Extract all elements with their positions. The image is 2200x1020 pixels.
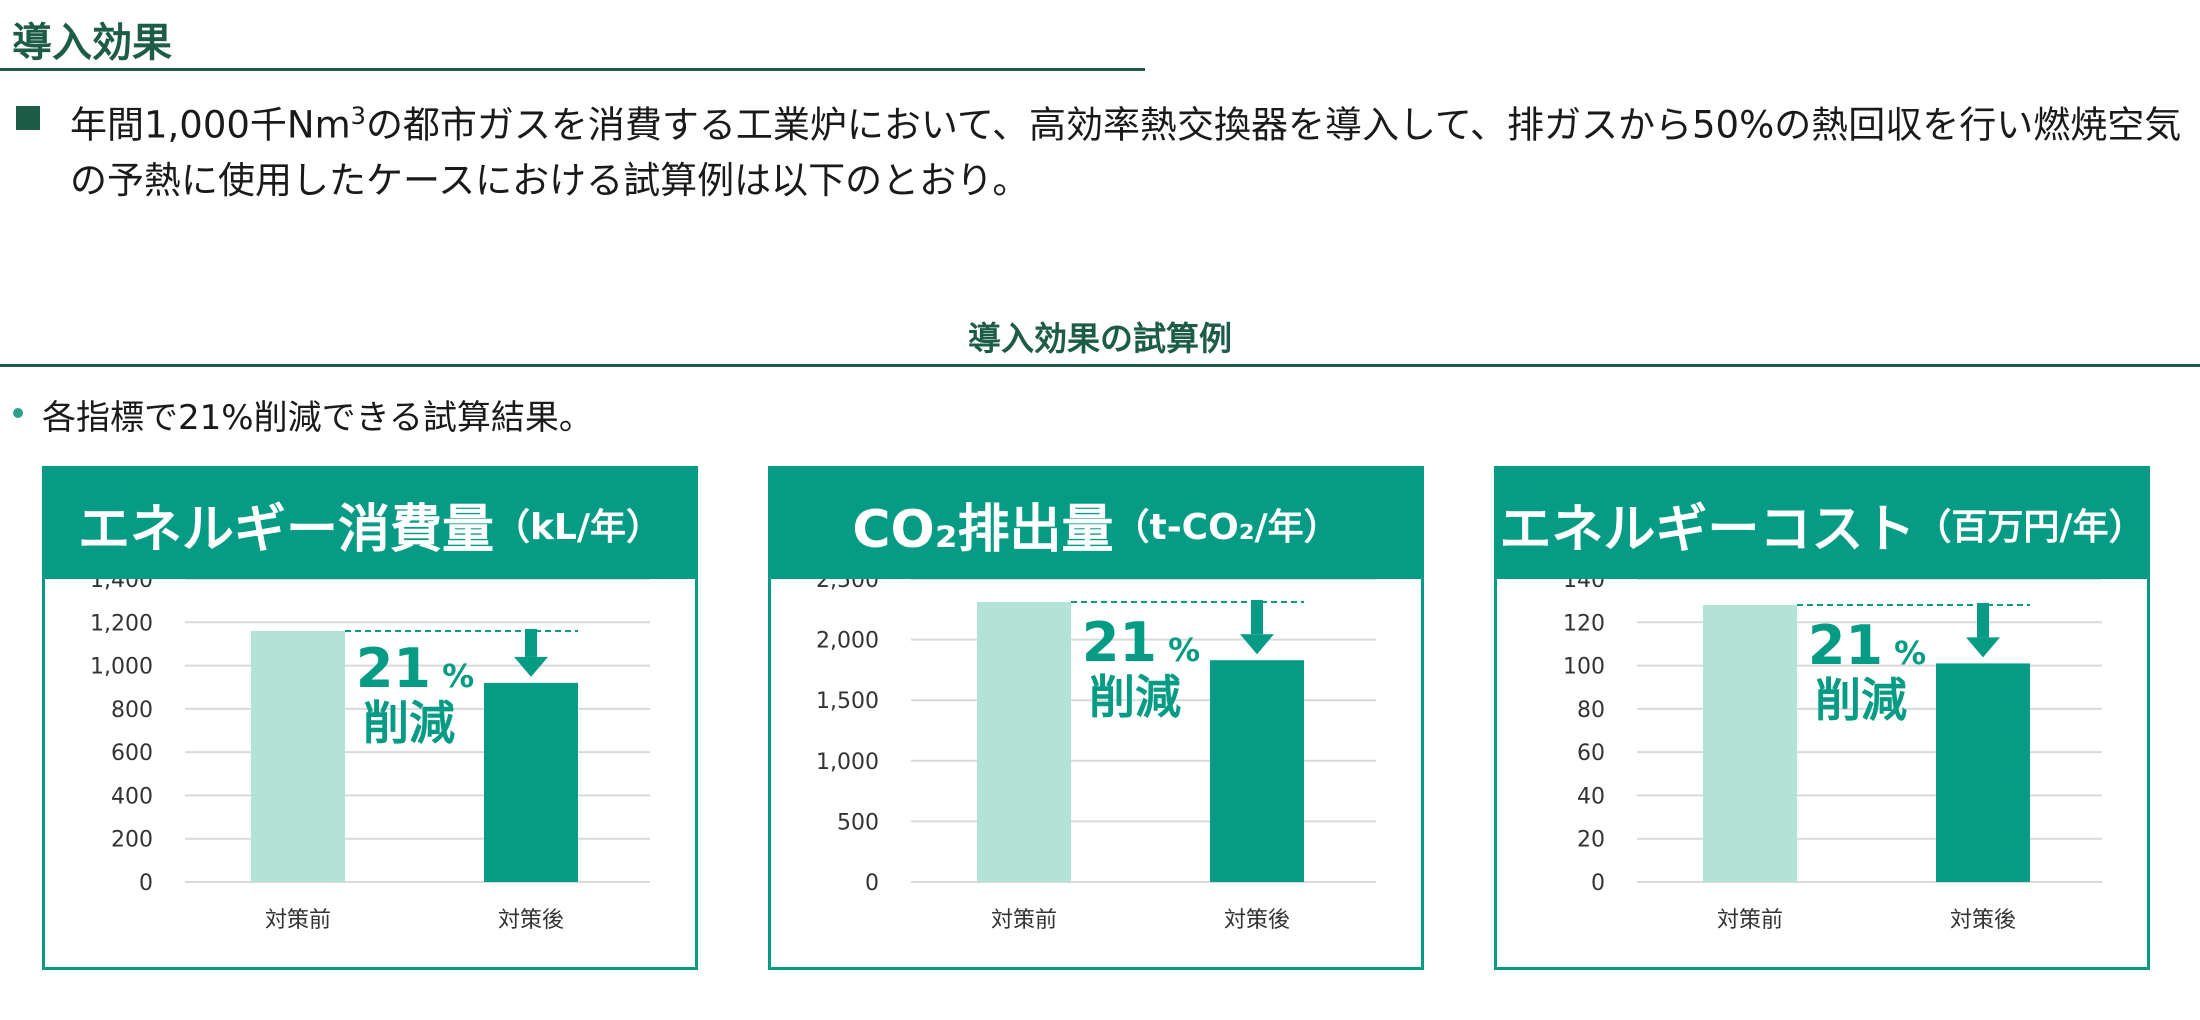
reduction-number: 21 bbox=[356, 637, 431, 700]
down-arrow-head-icon bbox=[1966, 637, 2000, 658]
bar bbox=[1703, 604, 1797, 882]
intro-text: 年間1,000千Nm3の都市ガスを消費する工業炉において、高効率熱交換器を導入し… bbox=[70, 88, 2190, 209]
energy-consumption-chart: 0 200 400 600 800 1,000 1,200 1,400 対策前 対策後 21 %削減 bbox=[90, 579, 650, 933]
energy-cost-panel: エネルギーコスト （百万円/年） 0 20 40 60 80 100 120 140 対策前 対策後… bbox=[1494, 466, 2150, 970]
y-tick-label: 1,400 bbox=[90, 579, 153, 593]
reduction-text-label: 削減 bbox=[1815, 673, 1907, 727]
panel-unit: （t-CO₂/年） bbox=[1113, 507, 1340, 548]
panel-title: エネルギーコスト bbox=[1499, 499, 1916, 560]
reduction-percent-label: 21 % bbox=[1808, 614, 1926, 677]
y-tick-label: 1,000 bbox=[90, 655, 153, 680]
y-tick-label: 80 bbox=[1577, 698, 1605, 723]
intro-superscript: 3 bbox=[350, 102, 366, 130]
y-tick-label: 500 bbox=[837, 810, 879, 835]
down-arrow-head-icon bbox=[1240, 634, 1274, 655]
y-tick-label: 60 bbox=[1577, 741, 1605, 766]
y-tick-label: 2,500 bbox=[816, 579, 879, 593]
summary-text: 各指標で21%削減できる試算結果。 bbox=[42, 398, 593, 438]
intro-text-post: の都市ガスを消費する工業炉において、高効率熱交換器を導入して、排ガスから50%の… bbox=[70, 103, 2182, 203]
x-tick-label: 対策後 bbox=[498, 908, 564, 933]
section-title: 導入効果の試算例 bbox=[968, 319, 1232, 358]
x-tick-label: 対策前 bbox=[1717, 908, 1783, 933]
y-tick-label: 2,000 bbox=[816, 629, 879, 654]
section-divider bbox=[0, 364, 2200, 367]
reduction-percent-label: 21 % bbox=[356, 637, 474, 700]
reduction-percent-sign: % bbox=[431, 657, 474, 695]
panel-header: エネルギー消費量 （kL/年） bbox=[45, 469, 695, 579]
panel-title: エネルギー消費量 bbox=[77, 499, 494, 560]
energy-cost-chart: 0 20 40 60 80 100 120 140 対策前 対策後 21 %削減 bbox=[1563, 579, 2102, 933]
reduction-text-label: 削減 bbox=[1089, 670, 1181, 724]
y-tick-label: 1,000 bbox=[816, 750, 879, 775]
reduction-text-label: 削減 bbox=[363, 696, 455, 750]
y-tick-label: 40 bbox=[1577, 784, 1605, 809]
bar bbox=[977, 602, 1071, 882]
down-arrow-head-icon bbox=[514, 656, 548, 677]
x-tick-label: 対策後 bbox=[1224, 908, 1290, 933]
reduction-percent-label: 21 % bbox=[1082, 611, 1200, 674]
panel-header: エネルギーコスト （百万円/年） bbox=[1497, 469, 2147, 579]
dot-bullet-icon bbox=[13, 408, 23, 418]
y-tick-label: 400 bbox=[111, 784, 153, 809]
panel-unit: （百万円/年） bbox=[1915, 507, 2145, 548]
down-arrow-icon bbox=[1251, 600, 1263, 635]
y-tick-label: 0 bbox=[1591, 871, 1605, 896]
x-tick-label: 対策前 bbox=[265, 908, 331, 933]
reduction-percent-sign: % bbox=[1883, 634, 1926, 672]
down-arrow-icon bbox=[525, 628, 537, 657]
page-title: 導入効果 bbox=[12, 20, 172, 66]
y-tick-label: 0 bbox=[865, 871, 879, 896]
panel-unit: （kL/年） bbox=[493, 507, 663, 548]
co2-emission-chart: 0 500 1,000 1,500 2,000 2,500 対策前 対策後 21 %削減 bbox=[816, 579, 1376, 933]
bar bbox=[251, 630, 345, 882]
co2-emission-panel: CO₂排出量 （t-CO₂/年） 0 500 1,000 1,500 2,000 2,500… bbox=[768, 466, 1424, 970]
y-tick-label: 600 bbox=[111, 741, 153, 766]
bar bbox=[1936, 663, 2030, 882]
reduction-number: 21 bbox=[1082, 611, 1157, 674]
intro-text-pre: 年間1,000千Nm bbox=[70, 103, 351, 147]
reduction-number: 21 bbox=[1808, 614, 1883, 677]
bar bbox=[1210, 660, 1304, 882]
y-tick-label: 1,200 bbox=[90, 611, 153, 636]
panel-header: CO₂排出量 （t-CO₂/年） bbox=[771, 469, 1421, 579]
square-bullet-icon bbox=[16, 106, 40, 130]
y-tick-label: 200 bbox=[111, 828, 153, 853]
title-underline bbox=[0, 68, 1145, 71]
y-tick-label: 140 bbox=[1563, 579, 1605, 593]
y-tick-label: 120 bbox=[1563, 611, 1605, 636]
x-tick-label: 対策後 bbox=[1950, 908, 2016, 933]
y-tick-label: 0 bbox=[139, 871, 153, 896]
reduction-percent-sign: % bbox=[1157, 631, 1200, 669]
y-tick-label: 800 bbox=[111, 698, 153, 723]
y-tick-label: 100 bbox=[1563, 655, 1605, 680]
y-tick-label: 20 bbox=[1577, 828, 1605, 853]
down-arrow-icon bbox=[1977, 602, 1989, 638]
panel-title: CO₂排出量 bbox=[852, 499, 1114, 560]
y-tick-label: 1,500 bbox=[816, 689, 879, 714]
bar bbox=[484, 682, 578, 882]
x-tick-label: 対策前 bbox=[991, 908, 1057, 933]
energy-consumption-panel: エネルギー消費量 （kL/年） 0 200 400 600 800 1,000 1,200 1,… bbox=[42, 466, 698, 970]
